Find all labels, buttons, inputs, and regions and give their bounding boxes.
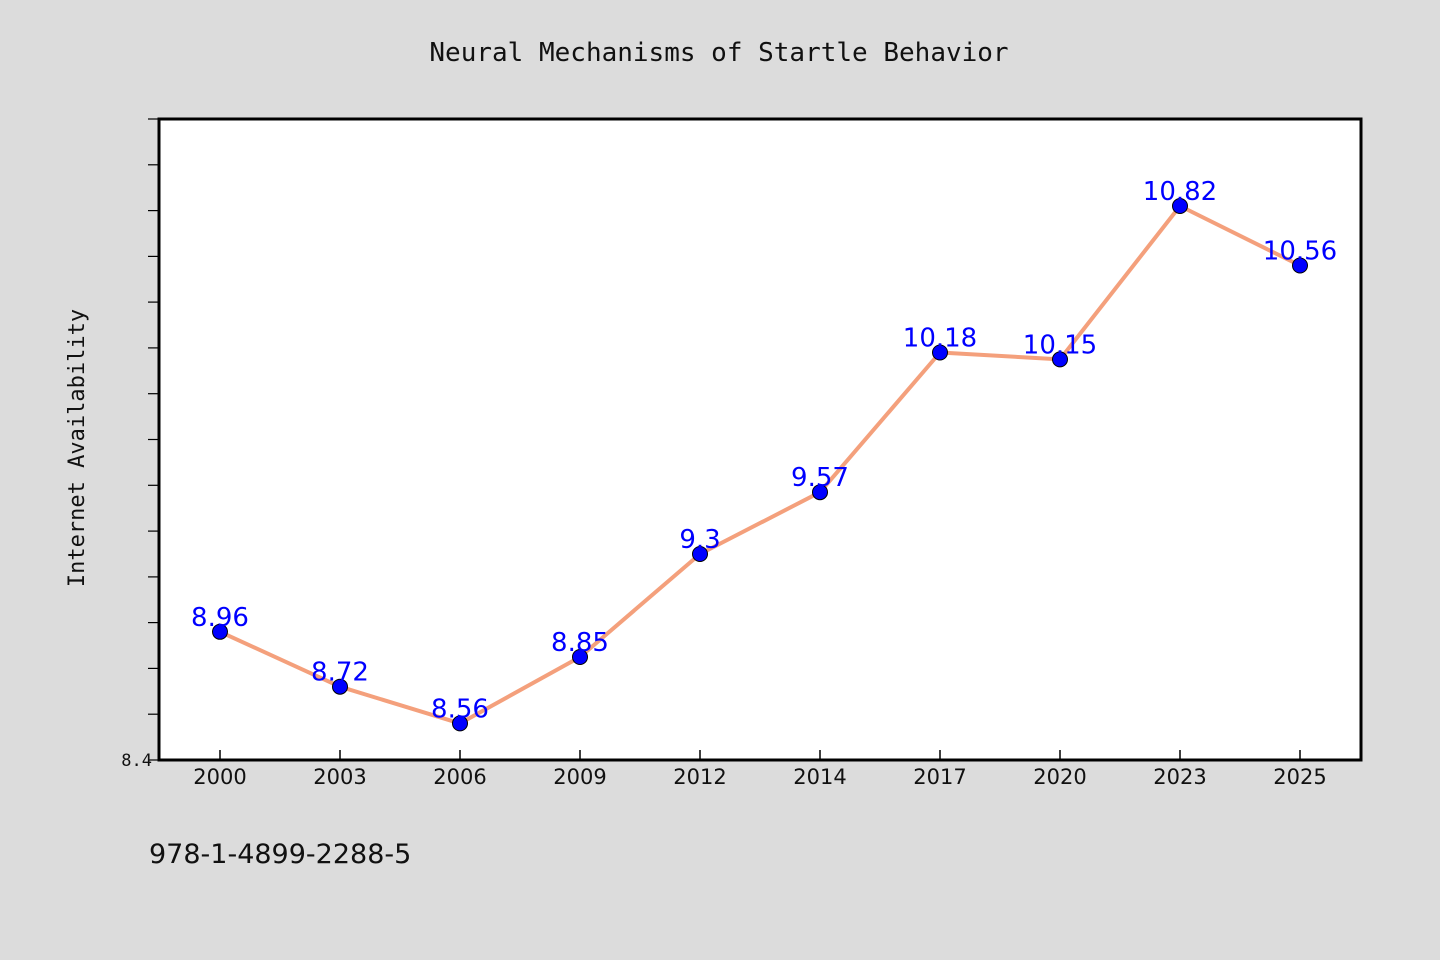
x-tick-label: 2025 xyxy=(1273,765,1326,789)
x-tick-label: 2006 xyxy=(433,765,486,789)
data-point xyxy=(572,649,588,665)
data-point xyxy=(332,678,348,695)
x-tick-label: 2014 xyxy=(793,765,846,789)
y-axis-ticks xyxy=(148,118,159,761)
x-tick-label: 2000 xyxy=(193,765,246,789)
data-label: 8.72 xyxy=(311,658,369,688)
x-tick-label: 2003 xyxy=(313,765,366,789)
data-label: 10.82 xyxy=(1143,177,1217,207)
data-label: 9.57 xyxy=(791,463,849,493)
plot-area xyxy=(157,117,1363,762)
data-label: 10.15 xyxy=(1023,330,1097,360)
data-label: 8.96 xyxy=(191,603,249,633)
data-label: 9.3 xyxy=(679,525,720,555)
data-point xyxy=(1172,198,1188,214)
chart-title: Neural Mechanisms of Startle Behavior xyxy=(429,38,1008,68)
data-point xyxy=(1292,257,1308,274)
x-tick-label: 2012 xyxy=(673,765,726,789)
data-point xyxy=(452,715,468,732)
x-tick-label: 2009 xyxy=(553,765,606,789)
y-tick-label-min: 8.4 xyxy=(121,751,152,771)
data-label: 10.56 xyxy=(1263,237,1337,267)
x-tick-label: 2023 xyxy=(1153,765,1206,789)
data-label: 10.18 xyxy=(903,324,977,354)
data-point xyxy=(812,484,828,501)
data-point xyxy=(692,546,708,562)
data-label: 8.85 xyxy=(551,628,609,658)
footer-isbn: 978-1-4899-2288-5 xyxy=(149,839,411,870)
series-line xyxy=(218,204,1302,726)
y-axis-label: Internet Availability xyxy=(65,309,90,587)
x-tick-label: 2017 xyxy=(913,765,966,789)
data-point xyxy=(212,623,228,640)
x-axis-ticks: 2000 2003 2006 2009 2012 2014 2017 2020 2023 2025 xyxy=(193,750,1327,789)
series-layer: 8.96 8.72 8.56 8.85 9.3 9.57 10.18 10.15 10.82 10… xyxy=(191,177,1337,732)
data-point xyxy=(932,344,948,361)
x-tick-label: 2020 xyxy=(1033,765,1086,789)
data-label: 8.56 xyxy=(431,694,489,724)
data-point xyxy=(1052,351,1068,368)
